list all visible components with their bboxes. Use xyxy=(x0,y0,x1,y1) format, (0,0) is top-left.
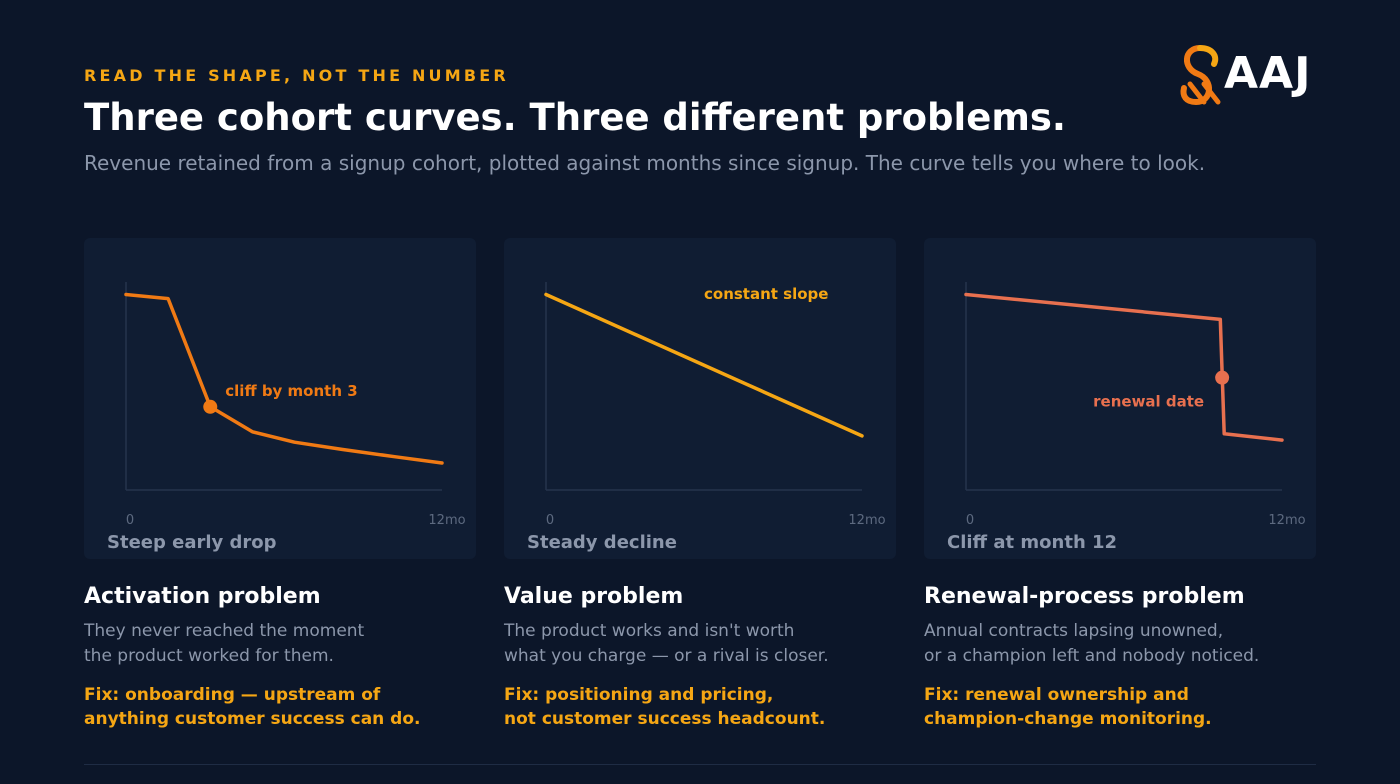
series-line xyxy=(544,292,864,438)
aaj-swirl-logo-icon xyxy=(1180,45,1221,106)
chart-caption: Steep early drop xyxy=(107,532,277,553)
problem-column-value: Value problem The product works and isn'… xyxy=(504,582,904,731)
chart-card-value: constant slope 0 12mo Steady decline xyxy=(504,238,896,559)
annotation-label: cliff by month 3 xyxy=(225,382,357,400)
problem-column-renewal: Renewal-process problem Annual contracts… xyxy=(924,582,1324,731)
x-tick-label-end: 12mo xyxy=(1268,513,1305,528)
x-tick-label-end: 12mo xyxy=(848,513,885,528)
problem-heading: Activation problem xyxy=(84,584,321,609)
chart-card-renewal: renewal date 0 12mo Cliff at month 12 xyxy=(924,238,1316,559)
problem-description: Annual contracts lapsing unowned, or a c… xyxy=(924,621,1260,666)
problem-fix: Fix: positioning and pricing, not custom… xyxy=(504,685,826,729)
annotation-label: constant slope xyxy=(704,285,828,303)
x-tick-label-start: 0 xyxy=(126,513,134,528)
chart-activation: cliff by month 3 0 12mo xyxy=(124,282,466,528)
x-tick-label-start: 0 xyxy=(546,513,554,528)
problem-fix: Fix: renewal ownership and champion-chan… xyxy=(924,685,1212,729)
x-tick-label-end: 12mo xyxy=(428,513,465,528)
chart-caption: Steady decline xyxy=(527,532,677,553)
problem-column-activation: Activation problem They never reached th… xyxy=(84,582,484,731)
problem-description: They never reached the moment the produc… xyxy=(84,621,365,666)
series-line xyxy=(964,292,1284,442)
problem-fix: Fix: onboarding — upstream of anything c… xyxy=(84,685,421,729)
x-tick-label-start: 0 xyxy=(966,513,974,528)
chart-renewal: renewal date 0 12mo xyxy=(964,282,1306,528)
chart-card-activation: cliff by month 3 0 12mo Steep early drop xyxy=(84,238,476,559)
chart-value: constant slope 0 12mo xyxy=(544,282,886,528)
annotation-label: renewal date xyxy=(1093,393,1204,411)
footer-divider xyxy=(84,764,1316,765)
problem-heading: Renewal-process problem xyxy=(924,584,1245,609)
problem-heading: Value problem xyxy=(504,584,684,609)
series-line xyxy=(124,292,444,465)
annotation-point xyxy=(1215,370,1230,385)
annotation-point xyxy=(203,399,218,414)
eyebrow-label: READ THE SHAPE, NOT THE NUMBER xyxy=(84,66,509,85)
logo-wordmark: AAJ xyxy=(1224,48,1312,99)
page-subtitle: Revenue retained from a signup cohort, p… xyxy=(84,151,1206,175)
problem-description: The product works and isn't worth what y… xyxy=(504,621,829,666)
brand-logo: AAJ xyxy=(1178,44,1338,108)
page-title: Three cohort curves. Three different pro… xyxy=(84,96,1066,139)
chart-caption: Cliff at month 12 xyxy=(947,532,1118,553)
